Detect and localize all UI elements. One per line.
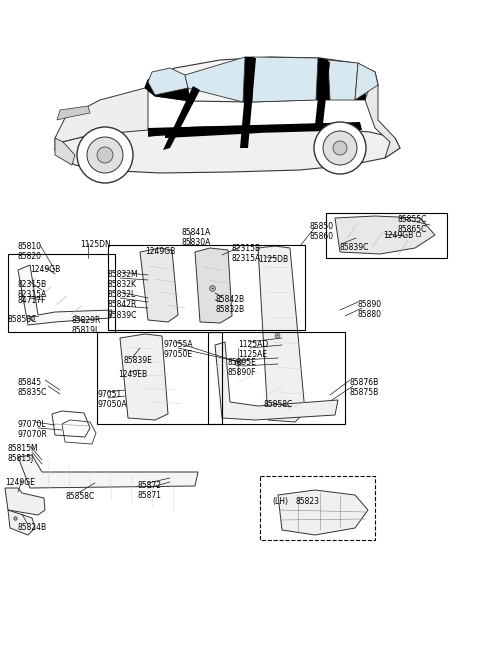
Polygon shape (355, 63, 378, 100)
Polygon shape (148, 68, 188, 95)
Circle shape (323, 131, 357, 165)
Polygon shape (18, 265, 112, 325)
Polygon shape (365, 72, 400, 158)
Text: 85841A
85830A: 85841A 85830A (181, 228, 210, 247)
Bar (97, 332, 222, 424)
Text: 1249GB: 1249GB (383, 231, 413, 240)
Text: 82315B
82315A: 82315B 82315A (231, 244, 260, 263)
Text: 85858C: 85858C (8, 315, 37, 324)
Polygon shape (315, 60, 330, 125)
Polygon shape (148, 122, 362, 136)
Text: 85858C: 85858C (65, 492, 94, 501)
Polygon shape (120, 334, 168, 420)
Text: 85832L
85842R
85839C: 85832L 85842R 85839C (108, 290, 137, 320)
Text: 85895E
85890F: 85895E 85890F (228, 358, 257, 378)
Polygon shape (57, 106, 90, 120)
Text: 1249GE: 1249GE (5, 478, 35, 487)
Polygon shape (140, 248, 178, 322)
Text: 85842B
85832B: 85842B 85832B (215, 295, 244, 314)
Text: 1125AD
1125AE: 1125AD 1125AE (238, 340, 268, 360)
Polygon shape (355, 63, 368, 100)
Text: 85876B
85875B: 85876B 85875B (350, 378, 379, 397)
Bar (108, 245, 305, 330)
Text: 84717F: 84717F (18, 296, 47, 305)
Polygon shape (163, 86, 200, 150)
Polygon shape (145, 72, 190, 101)
Bar (208, 332, 345, 424)
Text: 85839C: 85839C (339, 243, 368, 252)
Polygon shape (148, 129, 163, 137)
Text: 85872
85871: 85872 85871 (138, 481, 162, 500)
Text: 85829R
85819L: 85829R 85819L (72, 316, 101, 336)
Bar (260, 476, 375, 540)
Text: 85890
85880: 85890 85880 (358, 300, 382, 319)
Text: 85824B: 85824B (18, 523, 47, 532)
Circle shape (314, 122, 366, 174)
Circle shape (333, 141, 347, 155)
Polygon shape (195, 248, 232, 323)
Circle shape (87, 137, 123, 173)
Bar (326, 213, 447, 258)
Circle shape (97, 147, 113, 163)
Polygon shape (145, 57, 378, 102)
Text: 85823: 85823 (296, 497, 320, 506)
Polygon shape (8, 510, 35, 535)
Text: 1125DB: 1125DB (258, 255, 288, 264)
Polygon shape (55, 80, 148, 155)
Polygon shape (252, 57, 318, 102)
Text: 97051
97050A: 97051 97050A (98, 390, 128, 410)
Text: 97070L
97070R: 97070L 97070R (18, 420, 48, 439)
Bar (8, 254, 115, 332)
Text: 85850
85860: 85850 85860 (310, 222, 334, 241)
Text: 85815M
85815J: 85815M 85815J (8, 444, 38, 463)
Polygon shape (165, 127, 260, 138)
Text: 1249GB: 1249GB (30, 265, 60, 274)
Polygon shape (215, 342, 338, 420)
Polygon shape (5, 488, 45, 515)
Text: 85839E: 85839E (123, 356, 152, 365)
Polygon shape (328, 60, 358, 100)
Polygon shape (258, 246, 305, 422)
Polygon shape (240, 58, 256, 148)
Text: 85810
85820: 85810 85820 (18, 242, 42, 262)
Polygon shape (18, 455, 198, 488)
Text: 1125DN: 1125DN (80, 240, 111, 249)
Polygon shape (278, 490, 368, 535)
Text: 85855C
85865C: 85855C 85865C (398, 215, 427, 234)
Text: 85832M
85832K: 85832M 85832K (108, 270, 139, 289)
Text: 1249GB: 1249GB (145, 247, 175, 256)
Text: 1249EB: 1249EB (118, 370, 147, 379)
Text: 82315B
82315A: 82315B 82315A (18, 280, 47, 299)
Text: 85858C: 85858C (263, 400, 292, 409)
Polygon shape (243, 57, 254, 102)
Text: (LH): (LH) (272, 497, 288, 506)
Circle shape (77, 127, 133, 183)
Text: 97055A
97050E: 97055A 97050E (163, 340, 192, 360)
Polygon shape (335, 216, 435, 254)
Polygon shape (185, 57, 245, 102)
Text: 85845
85835C: 85845 85835C (18, 378, 48, 397)
Polygon shape (316, 58, 330, 100)
Polygon shape (55, 138, 75, 165)
Polygon shape (55, 126, 400, 173)
